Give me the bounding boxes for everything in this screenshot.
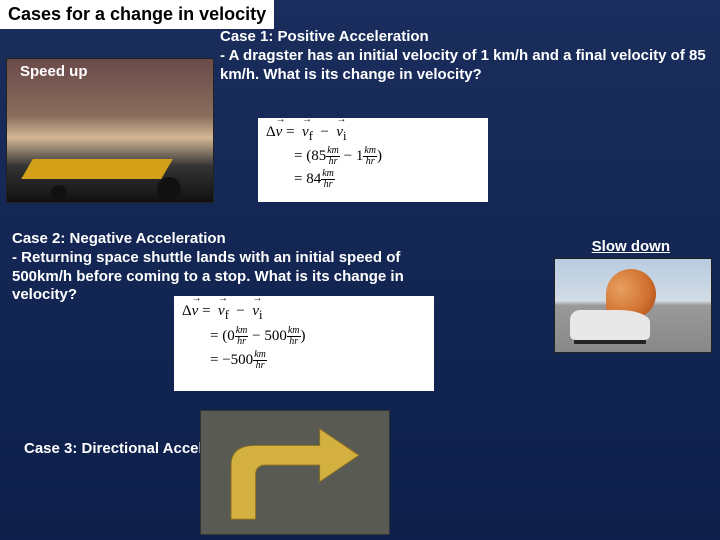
eq1-sub-f: f [309, 129, 313, 143]
label-speed-up: Speed up [20, 63, 88, 80]
case2-heading: Case 2: Negative Acceleration [12, 230, 226, 247]
eq1-unit-den2: hr [363, 157, 377, 167]
eq2-vi: v [252, 303, 259, 319]
image-turn-arrow [200, 410, 390, 535]
eq2-val-a: 0 [227, 328, 235, 344]
eq1-val-b: 1 [356, 148, 364, 164]
equation-case1: Δv = vf − vi = (85kmhr − 1kmhr) = 84kmhr [258, 118, 488, 202]
label-slow-down: Slow down [592, 238, 670, 255]
eq1-unit-den1: hr [326, 157, 340, 167]
eq2-unit-den3: hr [253, 361, 267, 371]
eq1-dv: v [276, 124, 283, 140]
eq2-vf: v [218, 303, 225, 319]
case1-heading: Case 1: Positive Acceleration [220, 28, 429, 45]
eq1-result: 84 [306, 171, 321, 187]
eq2-val-b: 500 [264, 328, 287, 344]
eq2-dv: v [192, 303, 199, 319]
eq1-val-a: 85 [311, 148, 326, 164]
case1-body: - A dragster has an initial velocity of … [220, 47, 706, 83]
eq1-sub-i: i [343, 129, 346, 143]
eq1-unit-den3: hr [321, 180, 335, 190]
equation-case2: Δv = vf − vi = (0kmhr − 500kmhr) = −500k… [174, 296, 434, 391]
eq2-sub-f: f [225, 308, 229, 322]
eq2-sub-i: i [259, 308, 262, 322]
eq1-vi: v [336, 124, 343, 140]
eq2-unit-den1: hr [235, 337, 249, 347]
case1-text: Case 1: Positive Acceleration - A dragst… [220, 28, 710, 84]
eq1-vf: v [302, 124, 309, 140]
section-case1: Speed up Case 1: Positive Acceleration -… [0, 28, 720, 198]
eq2-unit-den2: hr [287, 337, 301, 347]
image-shuttle [554, 258, 712, 353]
slide-title: Cases for a change in velocity [0, 0, 274, 29]
eq2-result: −500 [222, 352, 253, 368]
